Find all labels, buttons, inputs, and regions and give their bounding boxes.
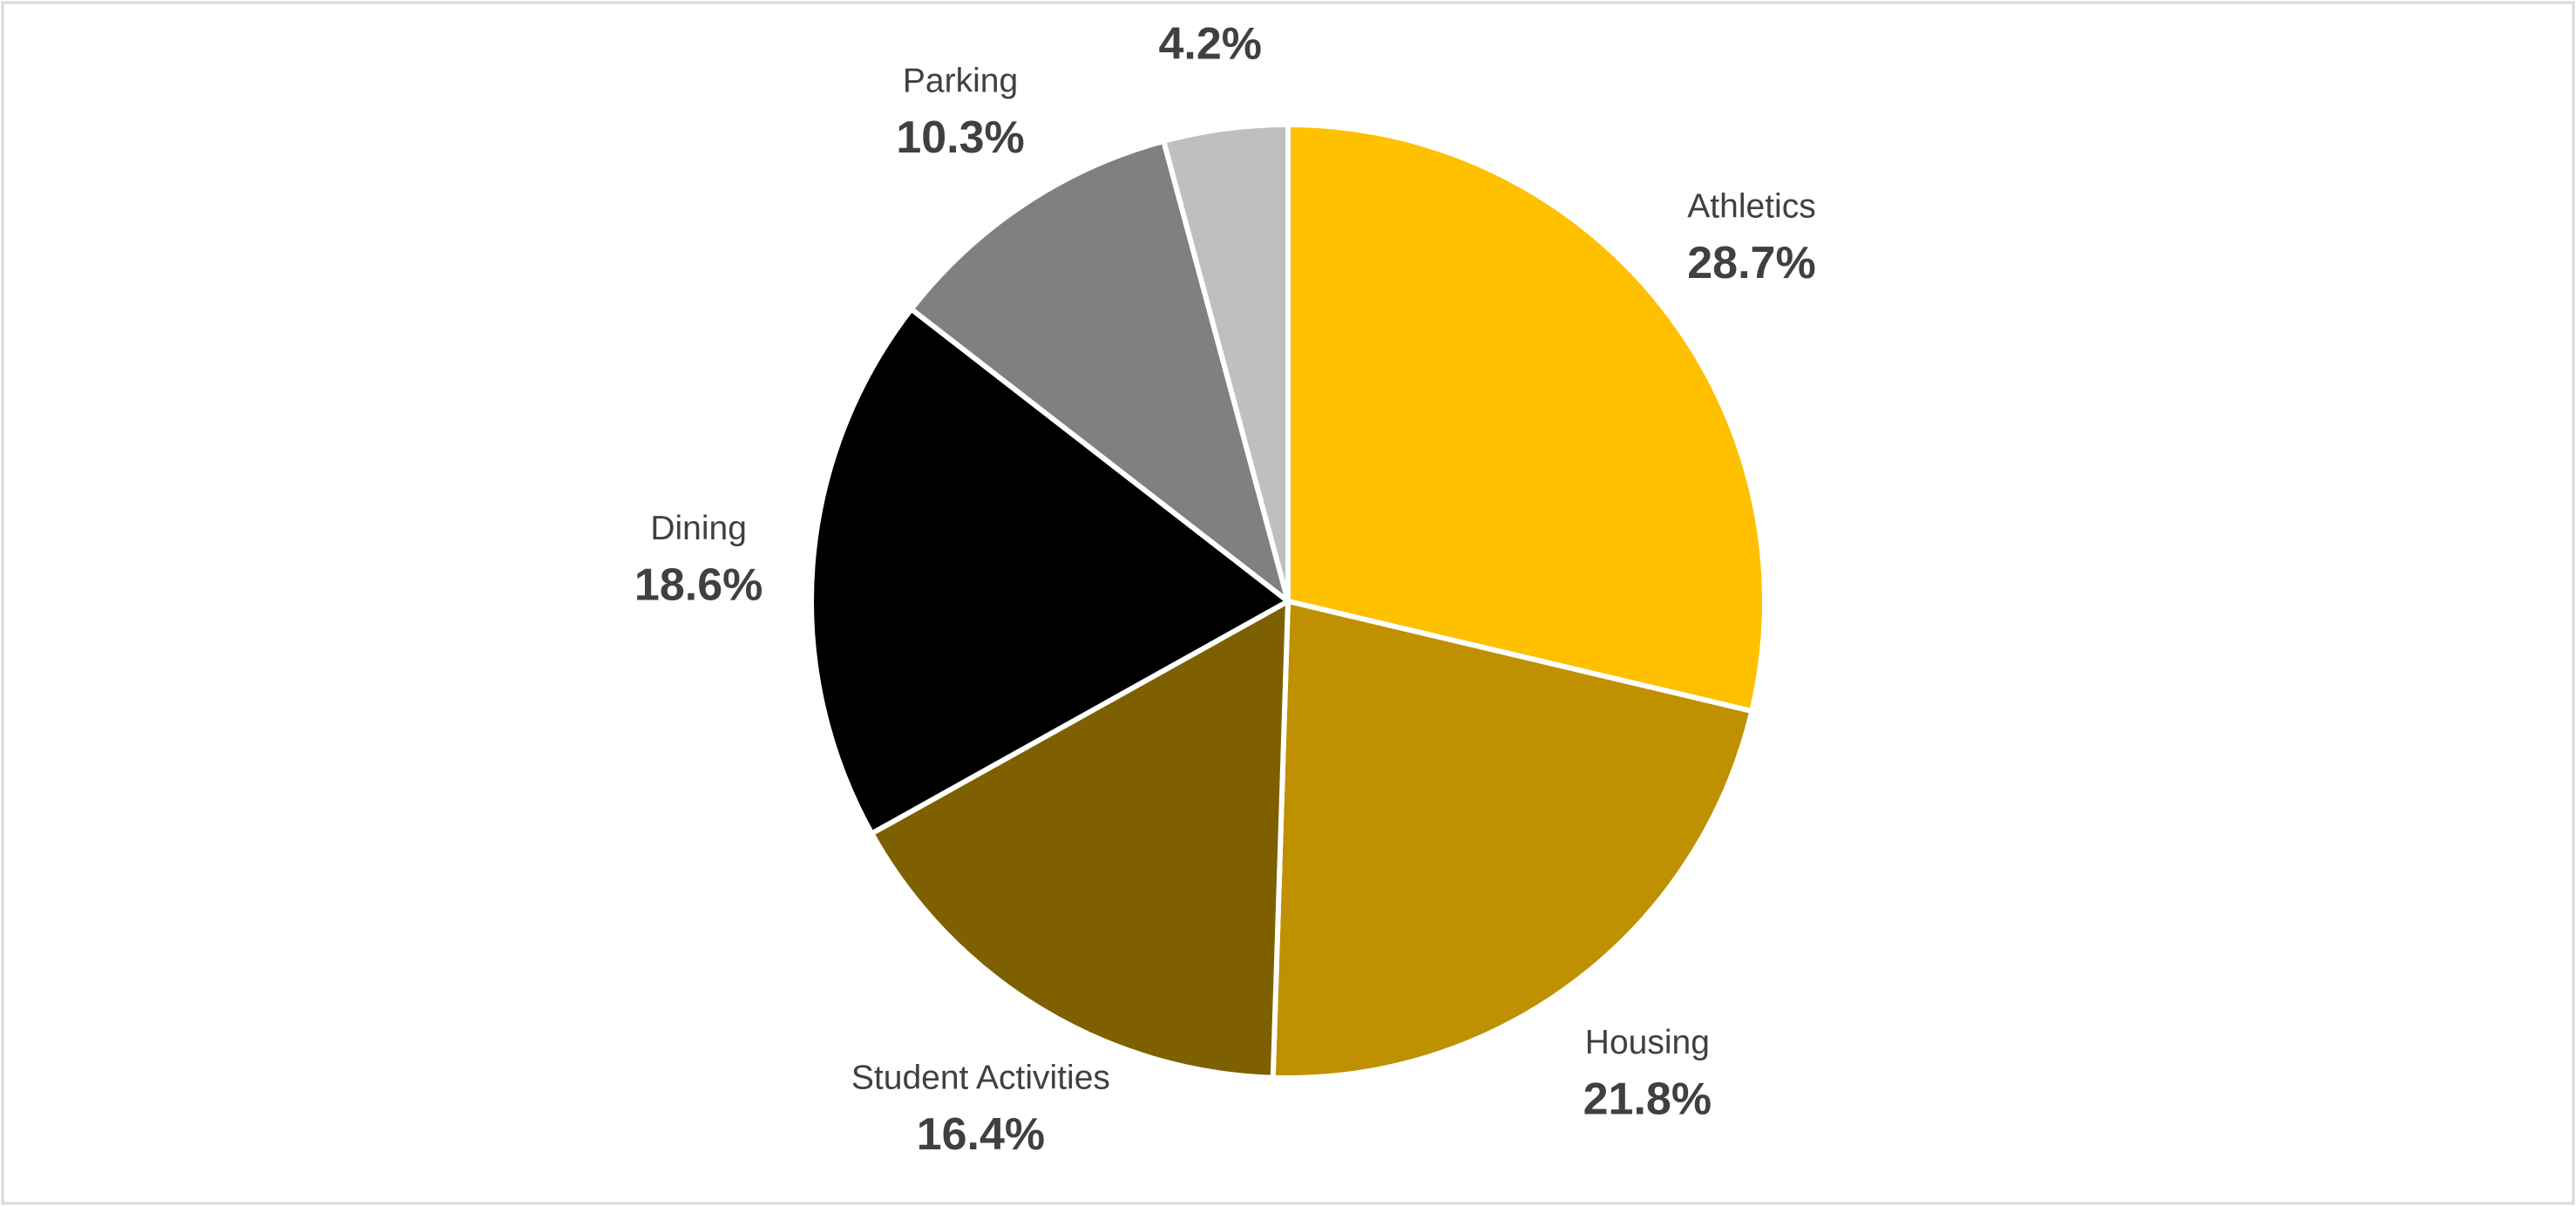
pie-slice bbox=[1270, 599, 1755, 1081]
slice-label: Parking bbox=[903, 63, 1018, 100]
slice-value-label: 18.6% bbox=[634, 560, 763, 611]
pie-slice bbox=[869, 599, 1291, 1081]
slice-value-label: 21.8% bbox=[1583, 1074, 1712, 1124]
pie-slice bbox=[1161, 122, 1291, 604]
slice-label: Other bbox=[1168, 0, 1253, 6]
slice-value-label: 28.7% bbox=[1687, 238, 1815, 288]
slice-label: Student Activities bbox=[851, 1060, 1110, 1097]
slice-label: Housing bbox=[1585, 1024, 1710, 1061]
slice-value-label: 4.2% bbox=[1158, 18, 1262, 69]
slice-value-label: 10.3% bbox=[896, 112, 1024, 163]
pie-slice bbox=[1285, 122, 1767, 715]
slice-value-label: 16.4% bbox=[917, 1109, 1045, 1160]
slice-label: Athletics bbox=[1687, 188, 1815, 226]
pie-slice bbox=[809, 306, 1291, 837]
slice-label: Dining bbox=[650, 510, 747, 547]
